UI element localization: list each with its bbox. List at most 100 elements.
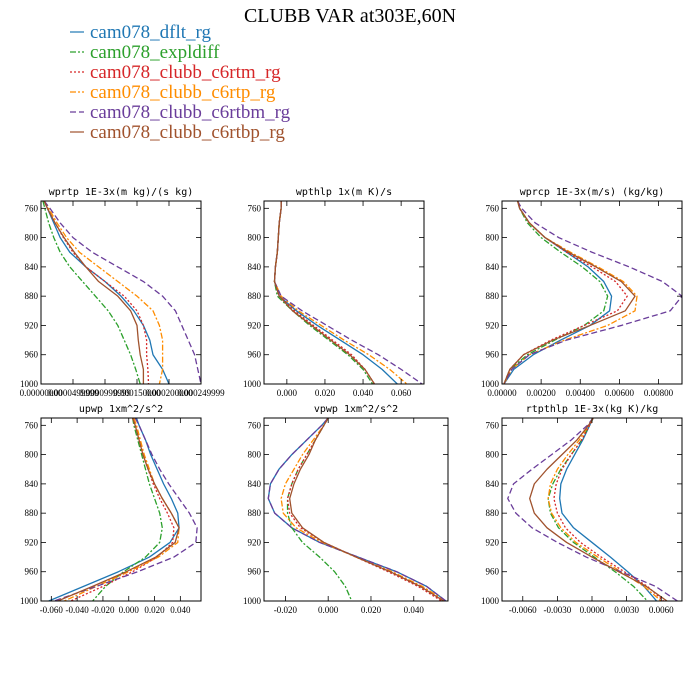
plot-frame [263, 417, 449, 602]
x-tick-label: -0.060 [40, 605, 64, 615]
series-group [42, 201, 201, 384]
y-tick-label: 880 [25, 291, 39, 301]
y-tick-label: 800 [486, 233, 500, 243]
x-tick-label: -0.040 [66, 605, 90, 615]
series-line-4 [547, 418, 662, 601]
legend: cam078_dflt_rgcam078_expldiffcam078_club… [70, 22, 291, 143]
y-tick-label: 1000 [243, 596, 262, 606]
y-tick-label: 960 [248, 350, 262, 360]
x-tick-label: 0.040 [170, 605, 191, 615]
panel-title: wprtp 1E-3x(m kg)/(s kg) [49, 187, 194, 198]
y-tick-label: 760 [25, 420, 39, 430]
y-tick-label: 840 [248, 479, 262, 489]
figure-title: CLUBB VAR at303E,60N [244, 5, 456, 27]
series-line-6 [289, 418, 445, 601]
y-tick-label: 800 [248, 450, 262, 460]
y-tick-label: 760 [25, 203, 39, 213]
x-tick-label: 0.00600 [605, 388, 635, 398]
y-tick-label: 920 [486, 537, 500, 547]
x-tick-label: 0.0000999999 [79, 388, 131, 398]
series-line-3 [553, 418, 664, 601]
series-line-6 [529, 418, 668, 601]
series-line-4 [503, 201, 638, 384]
series-line-5 [43, 201, 201, 384]
series-line-6 [503, 201, 636, 384]
y-tick-label: 960 [486, 350, 500, 360]
x-tick-label: 0.000249999 [177, 388, 225, 398]
y-tick-label: 800 [486, 450, 500, 460]
panel-title: rtpthlp 1E-3x(kg K)/kg [526, 404, 658, 415]
plot-frame [501, 200, 683, 385]
x-tick-label: 0.040 [404, 605, 425, 615]
plot-frame [263, 200, 425, 385]
panels: wprtp 1E-3x(m kg)/(s kg) 760 800 840 880 920 9… [20, 187, 683, 615]
panel-5: vpwp 1xm^2/s^2 760 800 840 880 920 960 1000 -0.0… [243, 404, 449, 615]
x-tick-label: 0.000150000 [113, 388, 161, 398]
y-tick-label: 880 [248, 291, 262, 301]
series-group [273, 201, 423, 384]
legend-entry: cam078_clubb_c6rtm_rg [90, 62, 281, 83]
series-line-1 [503, 201, 613, 384]
x-tick-label: 0.00200 [527, 388, 557, 398]
panel-4: upwp 1xm^2/s^27608008408809209601000-0.0… [20, 404, 202, 615]
y-tick-label: 880 [486, 291, 500, 301]
series-line-5 [507, 418, 678, 601]
y-tick-label: 840 [25, 262, 39, 272]
x-tick-label: 0.020 [315, 388, 336, 398]
plot-frame [501, 417, 683, 602]
series-line-1 [48, 418, 180, 601]
series-line-5 [53, 418, 198, 601]
x-tick-label: 0.000 [119, 605, 140, 615]
x-tick-label: -0.020 [274, 605, 298, 615]
y-tick-label: 960 [25, 350, 39, 360]
y-tick-label: 840 [248, 262, 262, 272]
x-tick-label: -0.0030 [544, 605, 572, 615]
y-tick-label: 920 [25, 537, 39, 547]
y-tick-label: 1000 [243, 379, 262, 389]
plot-frame [40, 417, 202, 602]
series-line-5 [267, 418, 447, 601]
y-tick-label: 800 [25, 450, 39, 460]
plot-frame [40, 200, 202, 385]
y-tick-label: 800 [248, 233, 262, 243]
legend-entry: cam078_clubb_c6rtbm_rg [90, 102, 291, 123]
series-line-5 [273, 201, 423, 384]
y-tick-label: 840 [486, 479, 500, 489]
legend-entry: cam078_clubb_c6rtp_rg [90, 82, 276, 103]
y-tick-label: 760 [486, 203, 500, 213]
panel-2: wpthlp 1x(m K)/s 760 800 840 880 920 960 1000 0.… [243, 187, 425, 398]
legend-entry: cam078_clubb_c6rtbp_rg [90, 122, 285, 143]
panel-title: wpthlp 1x(m K)/s [296, 187, 392, 198]
y-tick-label: 1000 [20, 379, 39, 389]
series-group [267, 418, 447, 601]
series-line-1 [267, 418, 447, 601]
series-line-4 [43, 201, 164, 384]
series-line-1 [273, 201, 398, 384]
series-line-4 [273, 201, 408, 384]
series-group [503, 201, 682, 384]
series-line-3 [43, 201, 150, 384]
y-tick-label: 920 [25, 320, 39, 330]
series-line-1 [43, 201, 170, 384]
x-tick-label: -0.0060 [509, 605, 537, 615]
y-tick-label: 880 [248, 508, 262, 518]
series-line-2 [286, 418, 353, 601]
panel-1: wprtp 1E-3x(m kg)/(s kg) 760 800 840 880 920 9… [20, 187, 226, 398]
y-tick-label: 880 [25, 508, 39, 518]
y-tick-label: 800 [25, 233, 39, 243]
x-tick-label: 0.0000 [580, 605, 605, 615]
series-line-3 [286, 418, 442, 601]
series-line-3 [273, 201, 376, 384]
panel-3: wprcp 1E-3x(m/s) (kg/kg) 760 800 840 880 920 9… [481, 187, 683, 398]
x-tick-label: 0.00000000 [20, 388, 63, 398]
series-line-6 [57, 418, 180, 601]
x-tick-label: 0.0000499999 [47, 388, 99, 398]
series-line-2 [503, 201, 609, 384]
series-line-2 [92, 418, 163, 601]
y-tick-label: 840 [25, 479, 39, 489]
series-line-2 [42, 201, 141, 384]
x-tick-label: 0.060 [391, 388, 412, 398]
y-tick-label: 960 [486, 567, 500, 577]
x-tick-label: 0.040 [353, 388, 374, 398]
